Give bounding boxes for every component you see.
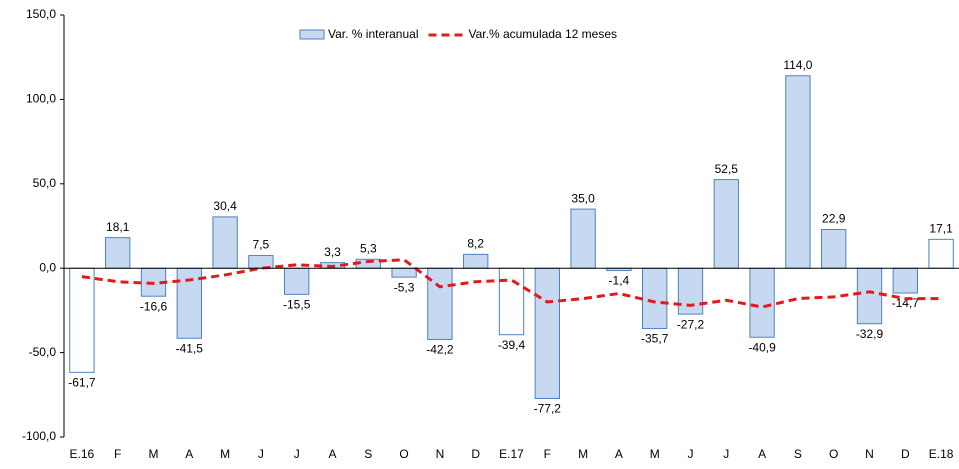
line [81,258,942,309]
bar [284,267,310,295]
bar [105,237,131,269]
x-tick-label: M [650,447,660,461]
x-tick-label: O [399,447,408,461]
value-label: 114,0 [783,58,812,72]
bar [785,75,811,269]
x-tick-label: S [794,447,802,461]
value-label: -15,5 [283,298,311,312]
y-tick-label: 50,0 [33,176,57,190]
bar [892,267,918,294]
value-label: 8,2 [467,237,484,251]
value-label: 5,3 [360,241,377,255]
value-label: 17,1 [929,222,953,236]
x-tick-label: A [185,447,193,461]
x-tick-label: D [901,447,910,461]
value-label: -32,9 [856,327,884,341]
y-tick-label: 0,0 [39,260,56,274]
value-label: -27,2 [677,317,705,331]
bar [534,267,560,400]
x-tick-label: A [328,447,336,461]
bar [713,179,739,269]
value-label: -40,9 [748,340,776,354]
x-tick-label: F [544,447,551,461]
x-tick-label: A [758,447,766,461]
value-label: 7,5 [253,238,270,252]
bar [821,229,847,269]
x-tick-label: D [471,447,480,461]
bar [69,267,95,373]
bar [463,253,489,269]
value-label: 30,4 [213,199,237,213]
bar [570,208,596,269]
value-label: -77,2 [534,402,562,416]
x-tick-label: A [615,447,623,461]
bar [391,267,417,278]
x-tick-label: M [578,447,588,461]
value-label: -5,3 [394,280,415,294]
x-tick-label: N [436,447,445,461]
x-tick-label: S [364,447,372,461]
value-label: 3,3 [324,245,341,259]
x-tick-label: E.18 [929,447,954,461]
x-tick-label: N [865,447,874,461]
bar [642,267,668,329]
y-tick-label: 100,0 [26,92,56,106]
value-label: -39,4 [498,338,526,352]
bar [749,267,775,338]
x-tick-label: E.16 [70,447,95,461]
value-label: -41,5 [176,341,204,355]
bar [427,267,453,340]
value-label: -16,6 [140,299,168,313]
bar [928,238,954,269]
value-label: 18,1 [106,220,130,234]
value-label: -1,4 [609,274,630,288]
x-tick-label: J [294,447,300,461]
y-tick-label: 150,0 [26,7,56,21]
value-label: 35,0 [571,191,595,205]
x-tick-label: F [114,447,121,461]
y-tick-label: -50,0 [29,345,57,359]
bar [856,267,883,325]
x-tick-label: J [723,447,729,461]
x-tick-label: M [149,447,159,461]
bar [677,267,704,315]
value-label: -61,7 [68,376,96,390]
value-label: 52,5 [715,162,739,176]
value-label: -42,2 [426,343,454,357]
value-label: -35,7 [641,332,669,346]
x-tick-label: M [220,447,230,461]
legend-swatch [299,29,325,40]
x-tick-label: O [829,447,838,461]
value-label: 22,9 [822,212,846,226]
legend-label: Var.% acumulada 12 meses [469,27,618,41]
legend-label: Var. % interanual [328,27,419,41]
y-tick-label: -100,0 [22,429,56,443]
x-tick-label: J [258,447,264,461]
x-tick-label: J [688,447,694,461]
bar [498,267,525,336]
x-tick-label: E.17 [499,447,524,461]
bar [212,216,238,269]
